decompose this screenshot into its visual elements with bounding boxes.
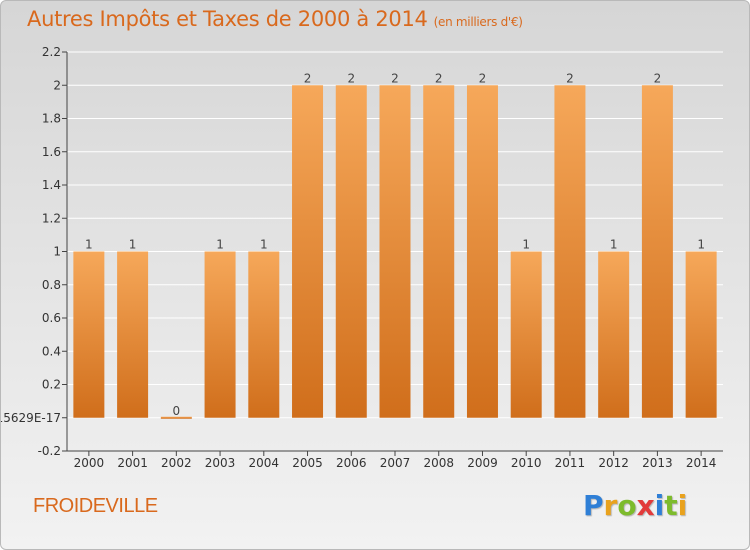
bar [598, 251, 630, 418]
x-tick-label: 2007 [380, 456, 411, 470]
chart-title: Autres Impôts et Taxes de 2000 à 2014 [27, 7, 428, 31]
y-tick-label: -0.2 [38, 444, 61, 458]
data-label: 1 [697, 238, 705, 252]
logo-letter: i [677, 489, 688, 522]
x-tick-label: 2008 [423, 456, 454, 470]
x-tick-label: 2014 [686, 456, 717, 470]
data-label: 1 [260, 238, 268, 252]
x-tick-label: 2000 [74, 456, 105, 470]
x-tick-label: 2011 [555, 456, 586, 470]
data-label: 2 [347, 71, 355, 85]
data-label: 1 [216, 238, 224, 252]
bar [379, 85, 411, 418]
bar [641, 85, 673, 418]
data-label: 2 [304, 71, 312, 85]
y-tick-label: 0.2 [42, 378, 61, 392]
bar [335, 85, 367, 418]
x-tick-label: 2002 [161, 456, 192, 470]
logo-letter: o [617, 489, 637, 522]
bars [73, 85, 717, 419]
bar [554, 85, 586, 418]
x-tick-label: 2012 [598, 456, 629, 470]
data-label: 0 [173, 404, 181, 418]
chart-title-block: Autres Impôts et Taxes de 2000 à 2014 (en… [27, 7, 523, 31]
logo-letter: i [654, 489, 665, 522]
chart-subtitle: (en milliers d'€) [433, 15, 523, 29]
logo-letter: t [664, 489, 678, 522]
axes [62, 51, 723, 456]
data-label: 2 [435, 71, 443, 85]
proxiti-logo: Proxiti [583, 489, 687, 522]
bar [423, 85, 455, 418]
data-label: 2 [654, 71, 662, 85]
x-tick-label: 2003 [205, 456, 236, 470]
y-tick-label: 0.8 [42, 278, 61, 292]
data-label: 1 [522, 238, 530, 252]
bar [160, 416, 192, 419]
y-tick-label: -15629E-17 [1, 411, 61, 425]
data-label: 1 [85, 238, 93, 252]
x-tick-label: 2004 [249, 456, 280, 470]
logo-letter: r [603, 489, 618, 522]
x-tick-label: 2001 [117, 456, 148, 470]
logo-letter: P [583, 489, 604, 522]
y-tick-label: 1.6 [42, 145, 61, 159]
y-tick-label: 1.8 [42, 112, 61, 126]
data-label: 2 [391, 71, 399, 85]
y-tick-label: 2.2 [42, 45, 61, 59]
commune-name: FROIDEVILLE [33, 495, 158, 517]
y-tick-label: 1.4 [42, 178, 61, 192]
y-tick-label: 0.4 [42, 344, 61, 358]
x-tick-label: 2009 [467, 456, 498, 470]
data-label: 2 [566, 71, 574, 85]
x-tick-label: 2006 [336, 456, 367, 470]
data-label: 2 [479, 71, 487, 85]
data-label: 1 [610, 238, 618, 252]
bar [466, 85, 498, 418]
x-tick-label: 2010 [511, 456, 542, 470]
logo-letter: x [636, 489, 655, 522]
bar [73, 251, 105, 418]
bar [117, 251, 149, 418]
labels: -0.2 -15629E-17 0.2 0.4 0.6 0.8 1 1.2 1.4 1.6 1.8 2… [1, 45, 716, 470]
y-tick-label: 1.2 [42, 211, 61, 225]
bar [204, 251, 236, 418]
data-label: 1 [129, 238, 137, 252]
bar [248, 251, 280, 418]
x-tick-label: 2005 [292, 456, 323, 470]
bar [510, 251, 542, 418]
bar [292, 85, 324, 418]
y-tick-label: 0.6 [42, 311, 61, 325]
y-tick-label: 1 [53, 245, 61, 259]
bar [685, 251, 717, 418]
y-tick-label: 2 [53, 78, 61, 92]
x-tick-label: 2013 [642, 456, 673, 470]
